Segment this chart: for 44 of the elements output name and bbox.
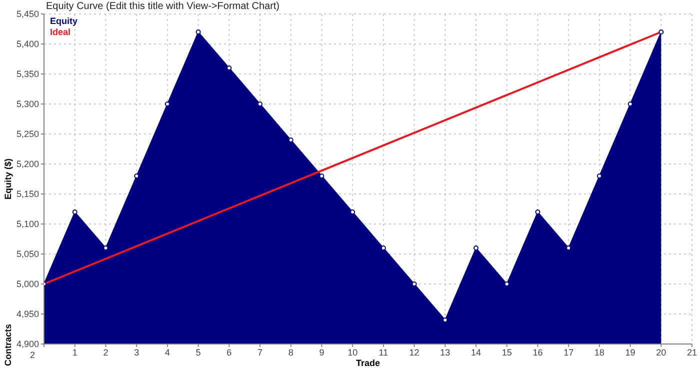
x-tick-label: 7 <box>257 347 263 358</box>
point <box>72 210 78 214</box>
y-tick-label: 5,350 <box>16 69 39 80</box>
x-tick-label: 10 <box>348 347 358 358</box>
x-tick-label: 8 <box>288 347 294 358</box>
text: Ideal <box>50 27 72 38</box>
x-tick-label: 4 <box>164 347 170 358</box>
y-tick-label: 5,250 <box>16 129 39 140</box>
x-tick-label: 19 <box>625 347 636 358</box>
y-tick-label: 4,950 <box>16 309 39 320</box>
x-tick-label: 14 <box>470 347 482 358</box>
y-tick-label: 5,200 <box>16 159 39 170</box>
x-tick-label: 13 <box>440 347 450 358</box>
y-tick-label: 5,150 <box>16 189 39 200</box>
y-axis-title: Equity ($) <box>3 158 14 200</box>
y-tick-label: 5,300 <box>16 99 39 110</box>
x-tick-label: 2 <box>103 347 108 358</box>
x-tick-label: 12 <box>409 347 420 358</box>
x-tick-label: 9 <box>319 347 324 358</box>
x-axis-title: Trade <box>356 358 380 368</box>
x-tick-label: 6 <box>226 347 232 358</box>
x-tick-label: 1 <box>72 347 78 358</box>
x-tick-label: 3 <box>134 347 140 358</box>
x-tick-label: 17 <box>564 347 574 358</box>
text: Equity <box>50 16 78 27</box>
x-tick-label: 5 <box>196 347 201 358</box>
x-tick-label: 18 <box>594 347 604 358</box>
x-tick-label: 20 <box>656 347 666 358</box>
y-tick-label: 5,400 <box>16 39 39 50</box>
point <box>658 30 664 34</box>
y-tick-label: 5,000 <box>16 279 39 290</box>
y-tick-label: 5,450 <box>16 9 39 20</box>
x-tick-label: 11 <box>378 347 388 358</box>
x-tick-label: 16 <box>532 347 543 358</box>
x-tick-label: 21 <box>686 347 698 358</box>
point <box>535 210 540 214</box>
y-tick-label: 4,900 <box>16 339 39 350</box>
y-tick-label: 5,100 <box>16 219 39 230</box>
y-tick-label: 5,050 <box>16 249 39 260</box>
text: Contracts <box>3 324 13 366</box>
chart-title: Equity Curve (Edit this title with View->Format Chart) <box>46 1 280 12</box>
point <box>474 246 478 250</box>
x-tick-label: 15 <box>502 347 512 358</box>
point <box>196 30 201 34</box>
